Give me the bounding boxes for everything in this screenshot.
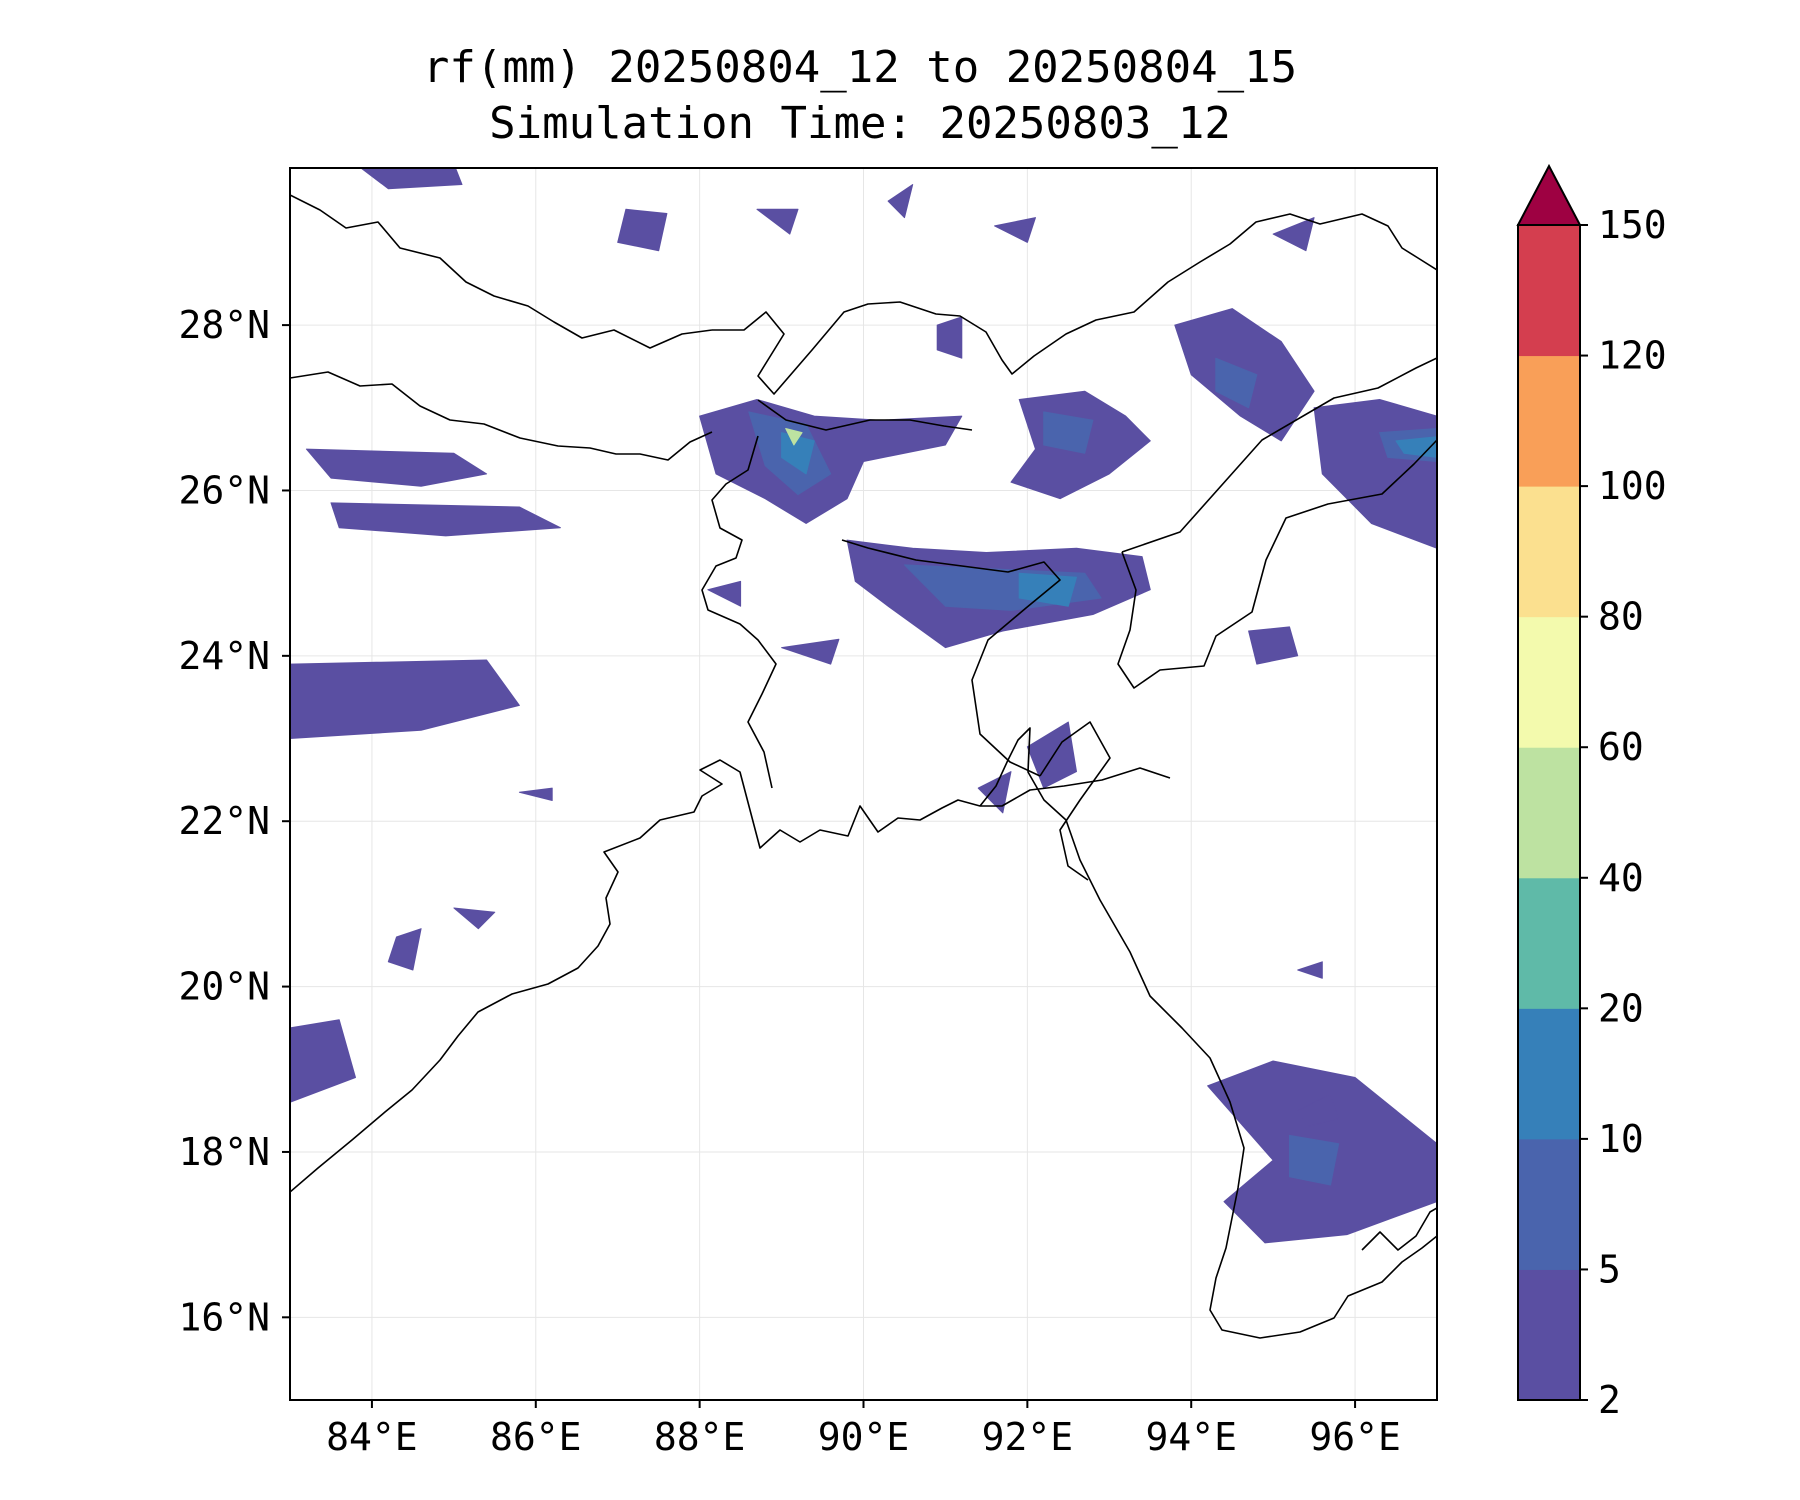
colorbar: 2 5 10 20 40 60 80 100 120 150 xyxy=(1516,163,1667,1422)
andaman-coast xyxy=(1361,1207,1437,1251)
rain-area xyxy=(887,184,914,219)
colorbar-bin xyxy=(1518,747,1580,879)
colorbar-tick-label: 100 xyxy=(1598,464,1667,508)
bangladesh-border xyxy=(701,435,1061,789)
latitude-ticks: 16°N 18°N 20°N 22°N 24°N 26°N 28°N xyxy=(178,303,290,1339)
figure-title-line1: rf(mm) 20250804_12 to 20250804_15 xyxy=(423,42,1297,93)
lat-tick-label: 20°N xyxy=(178,965,270,1009)
colorbar-bin xyxy=(1518,877,1580,1009)
colorbar-bin xyxy=(1518,225,1580,357)
colorbar-ticks: 2 5 10 20 40 60 80 100 120 150 xyxy=(1580,203,1667,1422)
colorbar-tick-label: 120 xyxy=(1598,334,1667,378)
colorbar-tick-label: 2 xyxy=(1598,1378,1621,1422)
rainfall-shading xyxy=(290,168,1437,1244)
rain-area xyxy=(707,580,742,607)
rain-area xyxy=(387,928,422,971)
rain-area xyxy=(305,448,488,487)
colorbar-frame xyxy=(1517,224,1581,1401)
brahmaputra-border xyxy=(1121,357,1437,553)
rain-area xyxy=(936,316,963,359)
lat-tick-label: 24°N xyxy=(178,634,270,678)
rain-area xyxy=(1215,357,1258,409)
rain-area xyxy=(977,771,1012,814)
coastline-and-borders xyxy=(290,194,1437,1339)
rain-area xyxy=(617,208,668,252)
rain-area xyxy=(781,638,840,665)
colorbar-bin xyxy=(1518,1138,1580,1270)
colorbar-tick-label: 80 xyxy=(1598,595,1644,639)
colorbar-bins xyxy=(1518,225,1580,1401)
nepal-south-border xyxy=(290,371,713,461)
colorbar-bin xyxy=(1518,486,1580,618)
india-east-coast xyxy=(290,759,1171,1193)
rain-area xyxy=(453,907,496,930)
rain-area xyxy=(330,502,561,537)
rain-area xyxy=(1289,1134,1340,1186)
rain-area xyxy=(756,208,799,235)
lon-tick-label: 94°E xyxy=(1145,1415,1237,1459)
lon-tick-label: 96°E xyxy=(1309,1415,1401,1459)
rain-area xyxy=(1297,1093,1340,1128)
rain-area xyxy=(781,432,815,475)
colorbar-tick-label: 150 xyxy=(1598,203,1667,247)
myanmar-border xyxy=(1117,439,1437,689)
rain-area xyxy=(518,787,553,801)
rain-area xyxy=(1248,626,1299,665)
lat-tick-label: 26°N xyxy=(178,468,270,512)
india-bhutan-border xyxy=(757,399,973,431)
lon-tick-label: 90°E xyxy=(818,1415,910,1459)
colorbar-bin xyxy=(1518,1269,1580,1401)
lon-tick-label: 88°E xyxy=(654,1415,746,1459)
rain-area xyxy=(290,1019,356,1103)
colorbar-tick-label: 20 xyxy=(1598,986,1644,1030)
lon-tick-label: 92°E xyxy=(982,1415,1074,1459)
lat-tick-label: 16°N xyxy=(178,1295,270,1339)
rain-area xyxy=(1297,961,1323,979)
colorbar-bin xyxy=(1518,616,1580,748)
lon-tick-label: 84°E xyxy=(326,1415,418,1459)
rain-area xyxy=(290,659,520,739)
bhutan-border xyxy=(712,213,1437,395)
lon-tick-label: 86°E xyxy=(490,1415,582,1459)
nepal-north-border xyxy=(290,194,713,349)
colorbar-bin xyxy=(1518,1008,1580,1140)
figure-title-line2: Simulation Time: 20250803_12 xyxy=(489,98,1231,149)
rain-area xyxy=(1043,411,1094,454)
lat-tick-label: 18°N xyxy=(178,1130,270,1174)
colorbar-bin xyxy=(1518,355,1580,487)
colorbar-tick-label: 10 xyxy=(1598,1117,1644,1161)
rain-area xyxy=(360,168,463,190)
lat-tick-label: 22°N xyxy=(178,799,270,843)
rain-area xyxy=(785,428,803,446)
lat-tick-label: 28°N xyxy=(178,303,270,347)
longitude-ticks: 84°E 86°E 88°E 90°E 92°E 94°E 96°E xyxy=(326,1400,1401,1459)
rain-area xyxy=(1395,436,1437,458)
bay-east-coast xyxy=(979,727,1437,1339)
mizoram-border xyxy=(1039,721,1111,881)
colorbar-tick-label: 5 xyxy=(1598,1247,1621,1291)
colorbar-tick-label: 40 xyxy=(1598,856,1644,900)
rain-area xyxy=(994,217,1036,243)
rain-area xyxy=(1272,217,1315,252)
map-panel: 84°E 86°E 88°E 90°E 92°E 94°E 96°E 16°N 18°N 20°… xyxy=(178,167,1438,1459)
colorbar-tick-label: 60 xyxy=(1598,725,1644,769)
